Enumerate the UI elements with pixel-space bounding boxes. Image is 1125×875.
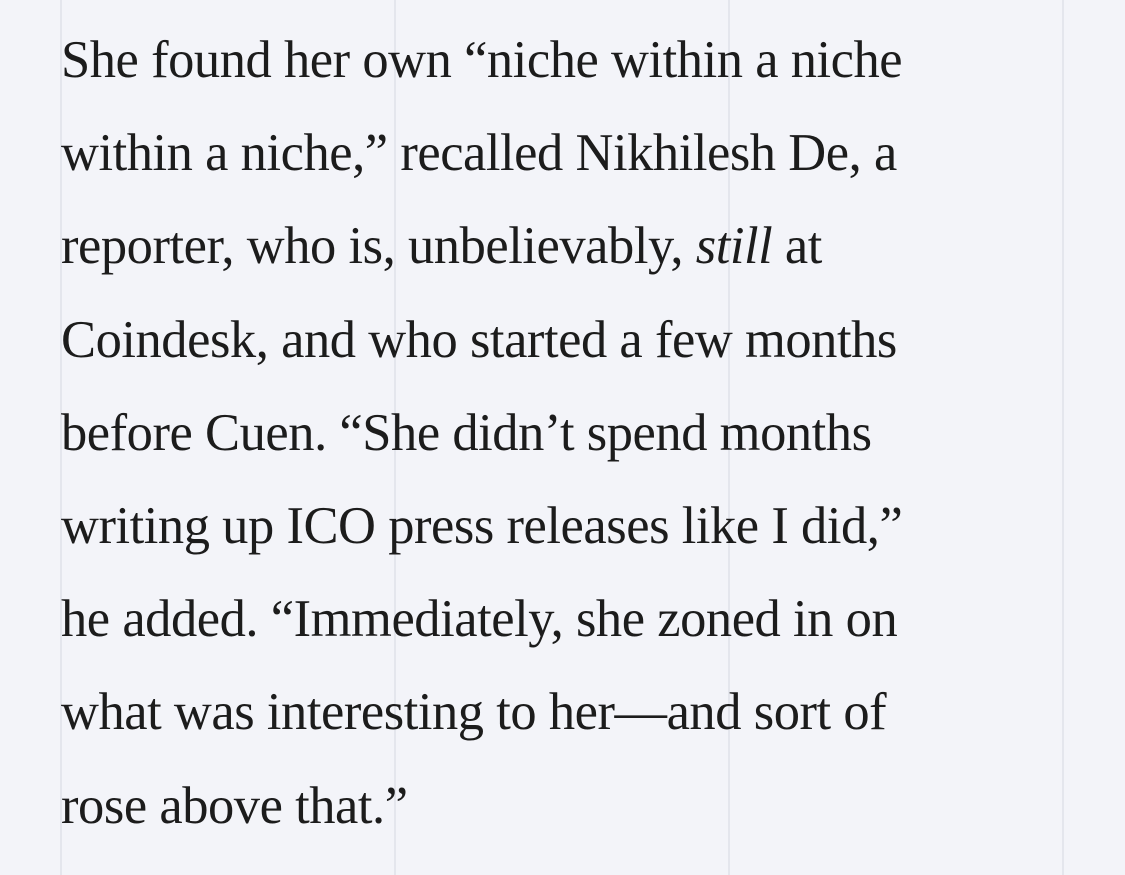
paragraph-line: he added. “Immediately, she zoned in on: [61, 590, 898, 649]
paragraph-line: rose above that.”: [61, 776, 408, 835]
text-run: at: [772, 217, 822, 276]
paragraph-line: reporter, who is, unbelievably, still at: [61, 200, 1071, 293]
column-guide-line: [1062, 0, 1064, 875]
article-paragraph: She found her own “niche within a niche …: [61, 14, 1071, 853]
text-run: reporter, who is, unbelievably,: [61, 217, 684, 276]
paragraph-line: writing up ICO press releases like I did…: [61, 497, 903, 556]
paragraph-line: before Cuen. “She didn’t spend months: [61, 403, 872, 462]
paragraph-line: She found her own “niche within a niche: [61, 31, 903, 89]
column-guide-line: [60, 0, 62, 875]
paragraph-line: Coindesk, and who started a few months: [61, 310, 897, 369]
column-guide-line: [394, 0, 396, 875]
paragraph-line: what was interesting to her—and sort of: [61, 683, 887, 742]
column-guide-line: [728, 0, 730, 875]
italic-emphasis: still: [695, 217, 773, 276]
paragraph-line: within a niche,” recalled Nikhilesh De, …: [61, 124, 897, 183]
